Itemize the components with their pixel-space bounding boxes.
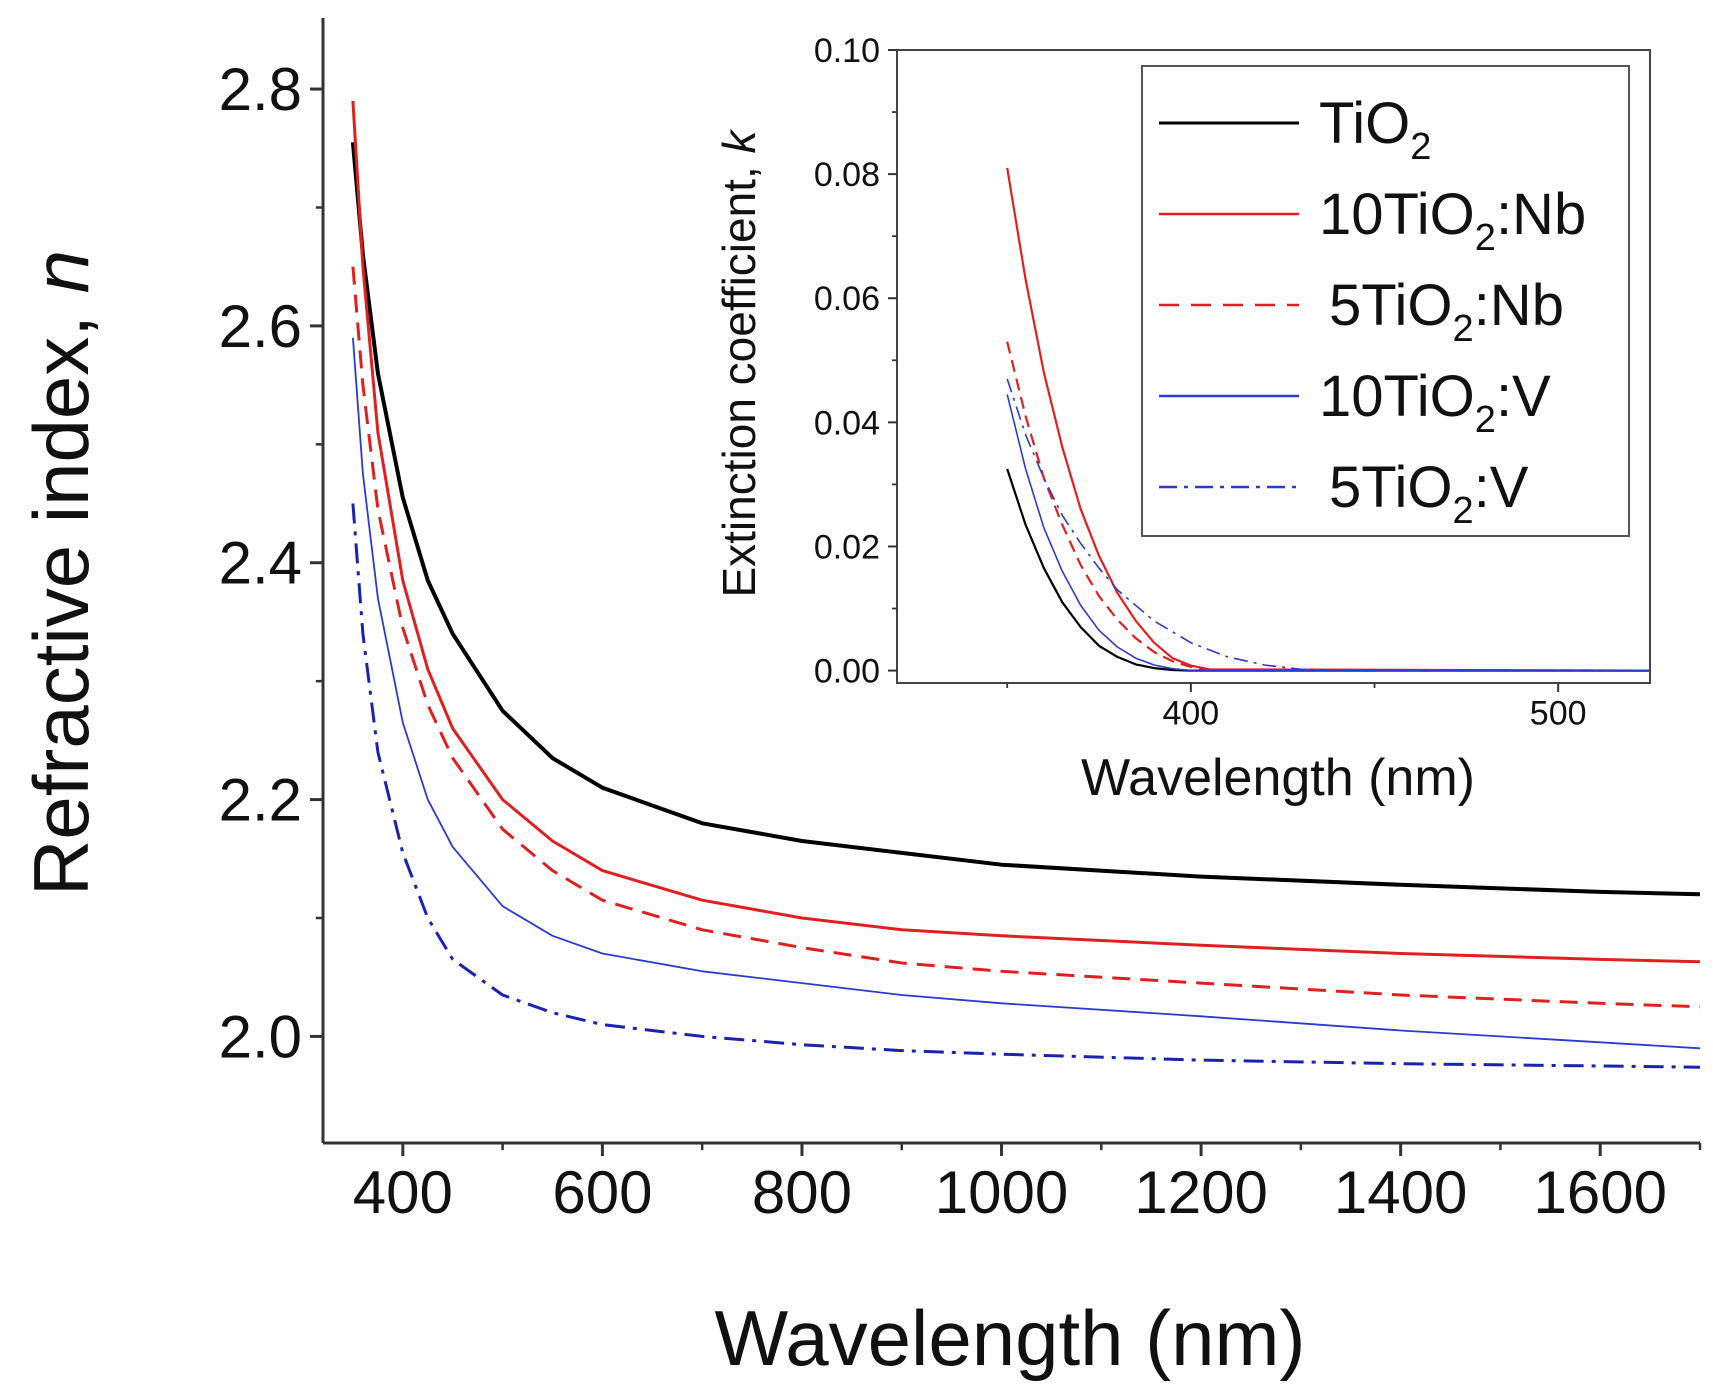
inset-x-tick-label: 400 xyxy=(1162,694,1219,732)
main-x-tick-label: 1600 xyxy=(1533,1159,1666,1226)
inset-x-axis-label: Wavelength (nm) xyxy=(1081,749,1475,807)
inset-y-tick-label: 0.00 xyxy=(814,652,880,690)
legend-label-subscript: 2 xyxy=(1453,490,1474,532)
main-series-group xyxy=(350,100,1701,1069)
main-y-axis-label-text: Refractive index, xyxy=(17,293,105,896)
legend-label-subscript: 2 xyxy=(1475,217,1496,259)
inset-y-tick-label: 0.04 xyxy=(814,404,880,442)
legend-label-base: TiO xyxy=(1319,91,1410,156)
main-y-tick-label: 2.0 xyxy=(219,1003,302,1070)
main-series-line-3 xyxy=(352,337,1701,1050)
main-y-tick-label: 2.4 xyxy=(219,530,302,597)
inset-series-line-1 xyxy=(1006,167,1651,672)
inset-x-tick-label: 500 xyxy=(1530,694,1587,732)
inset-plot: 400 500 0.00 0.02 0.04 0.06 0.08 0.10 Wavelengt… xyxy=(713,32,1651,807)
inset-axes xyxy=(896,49,1651,684)
main-series-line-0 xyxy=(350,142,1701,897)
inset-frame xyxy=(896,49,1651,684)
legend-label-subscript: 2 xyxy=(1475,399,1496,441)
main-plot: 400 600 800 1000 1200 1400 1600 2.0 2.2 2.4 2.6 2.8… xyxy=(17,18,1702,1382)
inset-y-tick-label: 0.10 xyxy=(814,32,880,70)
main-x-tick-label: 600 xyxy=(552,1159,652,1226)
main-x-tick-label: 400 xyxy=(353,1159,453,1226)
inset-y-tick-label: 0.08 xyxy=(814,156,880,194)
legend-label-tail: :V xyxy=(1496,364,1551,429)
inset-y-axis-label-text: Extinction coefficient, xyxy=(713,153,765,597)
legend-label-subscript: 2 xyxy=(1410,126,1431,168)
legend-label-base: 10TiO xyxy=(1319,364,1475,429)
main-x-tick-label: 1000 xyxy=(935,1159,1068,1226)
legend-label-base: 5TiO xyxy=(1329,455,1453,520)
main-x-tick-label: 800 xyxy=(752,1159,852,1226)
legend-label-base: 10TiO xyxy=(1319,182,1475,247)
legend-label-4: 5TiO2:V xyxy=(1329,455,1529,532)
main-x-axis-label: Wavelength (nm) xyxy=(715,1294,1306,1382)
main-x-tick-label: 1400 xyxy=(1334,1159,1467,1226)
main-series-line-2 xyxy=(351,266,1701,1009)
main-series-line-1 xyxy=(351,100,1701,964)
inset-series-line-4 xyxy=(1006,378,1650,672)
legend-label-3: 10TiO2:V xyxy=(1319,364,1551,441)
main-x-tick-label: 1200 xyxy=(1134,1159,1267,1226)
legend-label-0: TiO2 xyxy=(1319,91,1431,168)
main-ticks: 400 600 800 1000 1200 1400 1600 2.0 2.2 2.4 2.6 2.8 xyxy=(219,56,1702,1226)
inset-series-line-2 xyxy=(1006,341,1651,672)
main-axes xyxy=(321,18,1700,1145)
legend-label-tail: :Nb xyxy=(1496,182,1586,247)
inset-y-axis-label-symbol: k xyxy=(713,128,765,153)
legend-label-subscript: 2 xyxy=(1453,308,1474,350)
legend-label-2: 5TiO2:Nb xyxy=(1329,273,1564,350)
inset-y-tick-label: 0.06 xyxy=(814,280,880,318)
legend-label-tail: :V xyxy=(1474,455,1529,520)
main-y-axis-label-symbol: n xyxy=(17,250,105,293)
inset-series-line-0 xyxy=(1006,468,1650,672)
main-y-tick-label: 2.8 xyxy=(219,56,302,123)
legend-label-base: 5TiO xyxy=(1329,273,1453,338)
legend-label-1: 10TiO2:Nb xyxy=(1319,182,1586,259)
main-y-tick-label: 2.6 xyxy=(219,293,302,360)
legend-label-tail: :Nb xyxy=(1474,273,1564,338)
legend-box xyxy=(1141,65,1630,537)
inset-ticks: 400 500 0.00 0.02 0.04 0.06 0.08 0.10 xyxy=(814,32,1587,732)
inset-y-axis-label: Extinction coefficient, k xyxy=(713,128,765,597)
inset-y-tick-label: 0.02 xyxy=(814,528,880,566)
main-y-axis-label: Refractive index, n xyxy=(17,250,105,896)
inset-series-line-3 xyxy=(1006,394,1650,672)
inset-series-group xyxy=(1006,167,1651,672)
main-y-tick-label: 2.2 xyxy=(219,767,302,834)
